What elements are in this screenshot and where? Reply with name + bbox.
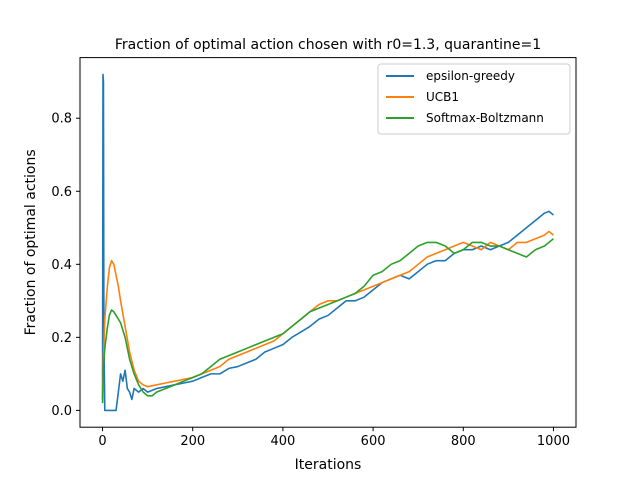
- x-tick-label: 1000: [537, 434, 570, 449]
- y-axis-ticks: 0.0 0.2 0.4 0.6 0.8: [51, 112, 80, 419]
- x-tick-label: 0: [98, 434, 106, 449]
- plot-area: [79, 57, 577, 428]
- y-tick-label: 0.8: [51, 112, 72, 127]
- series-line-0: [101, 73, 554, 412]
- x-tick-label: 800: [451, 434, 476, 449]
- y-tick-label: 0.6: [51, 185, 72, 200]
- x-axis-label: Iterations: [295, 457, 362, 473]
- y-tick-label: 0.2: [51, 331, 72, 346]
- x-tick-label: 200: [180, 434, 205, 449]
- plot-frame: [79, 57, 577, 428]
- x-tick-label: 400: [270, 434, 295, 449]
- legend: epsilon-greedy UCB1 Softmax-Boltzmann: [377, 63, 571, 135]
- x-tick-label: 600: [361, 434, 386, 449]
- legend-label-2: Softmax-Boltzmann: [426, 111, 544, 125]
- series-line-2: [101, 238, 554, 404]
- x-axis-ticks: 0 200 400 600 800 1000: [98, 427, 570, 449]
- chart-title: Fraction of optimal action chosen with r…: [115, 37, 541, 53]
- series-group: [101, 73, 554, 412]
- legend-frame: [377, 63, 571, 135]
- y-axis-label: Fraction of optimal actions: [23, 149, 39, 335]
- legend-label-0: epsilon-greedy: [426, 69, 515, 83]
- y-tick-label: 0.0: [51, 404, 72, 419]
- y-tick-label: 0.4: [51, 258, 72, 273]
- legend-label-1: UCB1: [426, 90, 459, 104]
